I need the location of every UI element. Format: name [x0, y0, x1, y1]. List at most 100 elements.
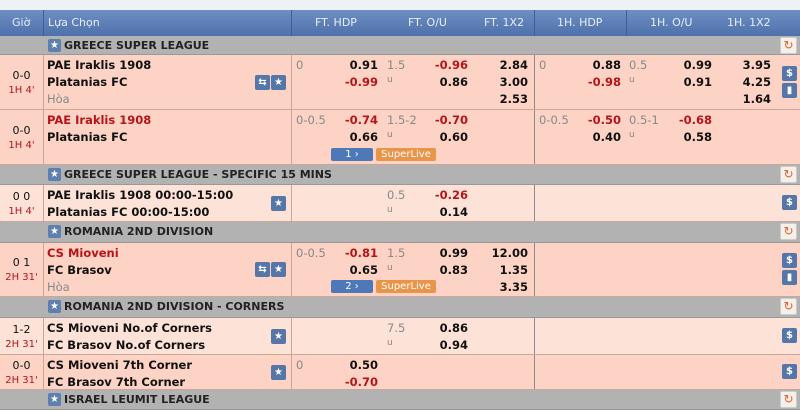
ft-hdp-odds[interactable]: 0.65 [349, 263, 378, 277]
away-team[interactable]: Platanias FC [47, 130, 128, 144]
away-team[interactable]: FC Brasov 7th Corner [47, 375, 186, 389]
star-icon[interactable]: ★ [271, 262, 286, 277]
ft-ou-odds[interactable]: 0.99 [439, 246, 468, 260]
1h-hdp-line: 0-0.5 [539, 113, 569, 127]
league-name: ROMANIA 2ND DIVISION - CORNERS [64, 300, 285, 313]
dollar-icon[interactable]: $ [782, 253, 797, 268]
ft-ou-odds[interactable]: -0.26 [434, 188, 468, 202]
1h-ou-odds[interactable]: 0.58 [683, 130, 712, 144]
ft-1x2-odds[interactable]: 2.84 [499, 58, 528, 72]
league-name: GREECE SUPER LEAGUE [64, 39, 210, 52]
col-time: Giờ [12, 16, 31, 29]
ft-ou-odds[interactable]: -0.96 [434, 58, 468, 72]
column-divider [534, 318, 535, 354]
favorite-league-icon[interactable]: ★ [48, 39, 61, 52]
ft-hdp-odds[interactable]: -0.99 [344, 75, 378, 89]
away-team[interactable]: FC Brasov [47, 263, 112, 277]
away-team[interactable]: FC Brasov No.of Corners [47, 338, 206, 352]
column-divider [291, 243, 292, 296]
favorite-league-icon[interactable]: ★ [48, 168, 61, 181]
refresh-icon[interactable]: ↻ [780, 223, 797, 240]
1h-ou-odds[interactable]: 0.91 [683, 75, 712, 89]
draw-label: Hòa [47, 92, 70, 106]
star-icon[interactable]: ★ [271, 328, 286, 344]
chart-icon[interactable]: ▮ [782, 270, 797, 285]
1h-hdp-odds[interactable]: -0.98 [587, 75, 621, 89]
1h-1x2-odds[interactable]: 3.95 [742, 58, 771, 72]
column-divider [534, 55, 535, 109]
match-time: 1H 4' [8, 139, 35, 151]
1h-hdp-odds[interactable]: 0.40 [592, 130, 621, 144]
refresh-icon[interactable]: ↻ [780, 166, 797, 183]
ft-hdp-odds[interactable]: -0.70 [344, 375, 378, 389]
ft-ou-odds[interactable]: 0.86 [439, 321, 468, 335]
superlive-button[interactable]: SuperLive [376, 280, 436, 293]
favorite-league-icon[interactable]: ★ [48, 300, 61, 313]
match-row: 0 0 1H 4' PAE Iraklis 1908 00:00-15:00 Plat… [0, 185, 800, 222]
1h-hdp-odds[interactable]: -0.50 [587, 113, 621, 127]
league-name: ROMANIA 2ND DIVISION [64, 225, 214, 238]
column-divider [43, 55, 44, 109]
ft-hdp-line: 0 [296, 58, 304, 72]
favorite-league-icon[interactable]: ★ [48, 225, 61, 238]
pitch-icon[interactable]: ⇆ [255, 74, 270, 90]
ft-ou-under-label: u [387, 75, 393, 85]
table-header: Giờ Lựa Chọn FT. HDP FT. O/U FT. 1X2 1H.… [0, 10, 800, 36]
superlive-button[interactable]: SuperLive [376, 148, 436, 161]
ft-hdp-odds[interactable]: -0.81 [344, 246, 378, 260]
ft-hdp-odds[interactable]: 0.91 [349, 58, 378, 72]
ft-ou-line: 1.5-2 [387, 113, 417, 127]
1h-1x2-odds[interactable]: 1.64 [742, 92, 771, 106]
1h-hdp-odds[interactable]: 0.88 [592, 58, 621, 72]
refresh-icon[interactable]: ↻ [780, 298, 797, 315]
ft-ou-odds[interactable]: 0.83 [439, 263, 468, 277]
ft-hdp-odds[interactable]: 0.50 [349, 358, 378, 372]
ft-hdp-odds[interactable]: 0.66 [349, 130, 378, 144]
ft-ou-odds[interactable]: 0.14 [439, 205, 468, 219]
ft-1x2-odds[interactable]: 1.35 [499, 263, 528, 277]
home-team[interactable]: PAE Iraklis 1908 00:00-15:00 [47, 188, 234, 202]
star-icon[interactable]: ★ [271, 74, 286, 90]
ft-ou-odds[interactable]: 0.86 [439, 75, 468, 89]
dollar-icon[interactable]: $ [782, 328, 797, 343]
home-team[interactable]: CS Mioveni No.of Corners [47, 321, 212, 335]
match-time: 1H 4' [8, 84, 35, 96]
ft-1x2-odds[interactable]: 12.00 [491, 246, 528, 260]
column-divider [43, 110, 44, 164]
home-team[interactable]: CS Mioveni [47, 246, 119, 260]
ft-1x2-odds[interactable]: 3.35 [499, 280, 528, 294]
ft-hdp-odds[interactable]: -0.74 [344, 113, 378, 127]
home-team[interactable]: PAE Iraklis 1908 [47, 113, 152, 127]
1h-ou-odds[interactable]: -0.68 [678, 113, 712, 127]
ft-ou-odds[interactable]: 0.94 [439, 338, 468, 352]
1h-ou-odds[interactable]: 0.99 [683, 58, 712, 72]
away-team[interactable]: Platanias FC 00:00-15:00 [47, 205, 210, 219]
chart-icon[interactable]: ▮ [782, 82, 797, 98]
league-name: GREECE SUPER LEAGUE - SPECIFIC 15 MINS [64, 168, 332, 181]
star-icon[interactable]: ★ [271, 364, 286, 380]
pitch-icon[interactable]: ⇆ [255, 262, 270, 277]
ft-hdp-line: 0-0.5 [296, 246, 326, 260]
dollar-icon[interactable]: $ [782, 364, 797, 379]
dollar-icon[interactable]: $ [782, 65, 797, 81]
ft-1x2-odds[interactable]: 3.00 [499, 75, 528, 89]
odds-table: ★ GREECE SUPER LEAGUE ↻ 0-0 1H 4' PAE Iraklis… [0, 36, 800, 410]
more-bets-button[interactable]: 1 › [331, 148, 373, 161]
1h-1x2-odds[interactable]: 4.25 [742, 75, 771, 89]
col-selection: Lựa Chọn [48, 16, 100, 29]
ft-ou-odds[interactable]: 0.60 [439, 130, 468, 144]
home-team[interactable]: PAE Iraklis 1908 [47, 58, 152, 72]
ft-ou-odds[interactable]: -0.70 [434, 113, 468, 127]
more-bets-button[interactable]: 2 › [331, 280, 373, 293]
column-divider [534, 243, 535, 296]
league-row: ★ GREECE SUPER LEAGUE - SPECIFIC 15 MINS ↻ [0, 165, 800, 185]
match-score: 0-0 [12, 68, 31, 82]
away-team[interactable]: Platanias FC [47, 75, 128, 89]
column-divider [291, 110, 292, 164]
refresh-icon[interactable]: ↻ [780, 37, 797, 54]
ft-ou-line: 1.5 [387, 246, 406, 260]
ft-1x2-odds[interactable]: 2.53 [499, 92, 528, 106]
home-team[interactable]: CS Mioveni 7th Corner [47, 358, 193, 372]
star-icon[interactable]: ★ [271, 195, 286, 211]
dollar-icon[interactable]: $ [782, 195, 797, 210]
